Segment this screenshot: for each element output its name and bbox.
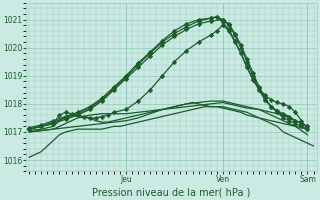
- X-axis label: Pression niveau de la mer( hPa ): Pression niveau de la mer( hPa ): [92, 187, 251, 197]
